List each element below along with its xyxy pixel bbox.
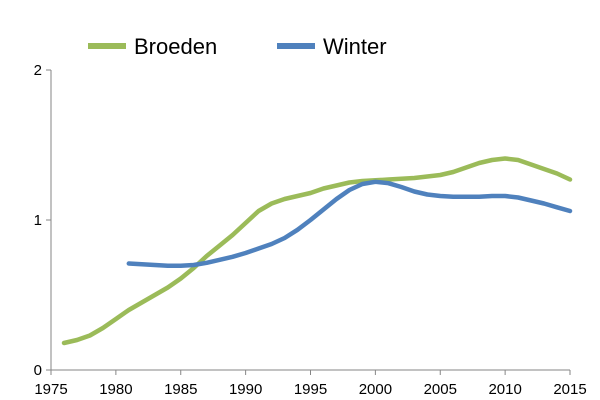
series-line-winter bbox=[126, 179, 573, 269]
x-tick-label: 2005 bbox=[424, 381, 457, 398]
x-tick-label: 1985 bbox=[164, 381, 197, 398]
y-tick-label: 2 bbox=[34, 62, 42, 79]
x-tick-label: 1980 bbox=[99, 381, 132, 398]
x-tick-label: 1990 bbox=[229, 381, 262, 398]
series-group bbox=[61, 156, 573, 346]
y-tick-label: 0 bbox=[34, 362, 42, 379]
legend-label-broeden: Broeden bbox=[134, 34, 217, 59]
series-line-broeden bbox=[61, 156, 573, 346]
legend-label-winter: Winter bbox=[323, 34, 387, 59]
y-tick-label: 1 bbox=[34, 212, 42, 229]
x-tick-label: 1975 bbox=[34, 381, 67, 398]
x-tick-label: 1995 bbox=[294, 381, 327, 398]
legend: Broeden Winter bbox=[88, 34, 387, 59]
x-tick-label: 2000 bbox=[359, 381, 392, 398]
x-ticks: 1975 1980 1985 1990 1995 2000 2005 2010 2015 bbox=[34, 370, 587, 398]
y-ticks: 0 1 2 bbox=[34, 62, 51, 379]
x-tick-label: 2010 bbox=[488, 381, 521, 398]
x-tick-label: 2015 bbox=[553, 381, 586, 398]
